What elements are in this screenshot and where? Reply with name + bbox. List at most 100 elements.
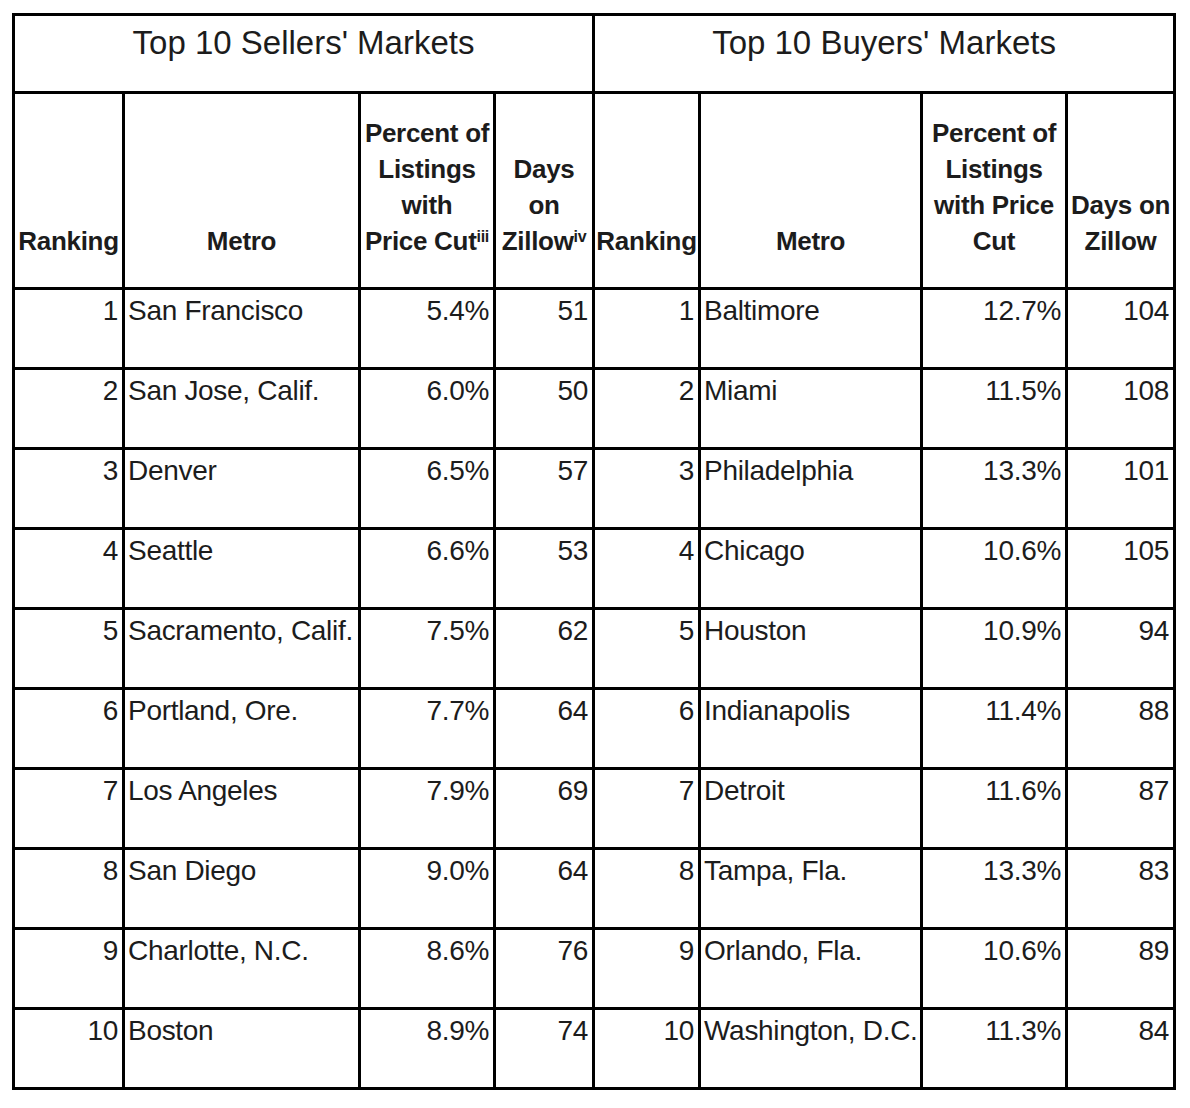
sellers-metro: Boston: [124, 1009, 360, 1089]
buyers-metro: Miami: [700, 369, 922, 449]
buyers-metro: Indianapolis: [700, 689, 922, 769]
sellers-days: 64: [495, 849, 594, 929]
sellers-rank: 5: [14, 609, 124, 689]
table-row: 2 San Jose, Calif. 6.0% 50 2 Miami 11.5%…: [14, 369, 1175, 449]
footnote-ref-iv: iv: [574, 228, 587, 245]
buyers-days: 104: [1067, 289, 1175, 369]
table-row: 5 Sacramento, Calif. 7.5% 62 5 Houston 1…: [14, 609, 1175, 689]
sellers-rank: 7: [14, 769, 124, 849]
header-label: Days on Zillow: [502, 154, 575, 256]
sellers-metro: Charlotte, N.C.: [124, 929, 360, 1009]
sellers-days: 64: [495, 689, 594, 769]
sellers-table-title: Top 10 Sellers' Markets: [14, 15, 594, 93]
sellers-percent: 7.9%: [360, 769, 495, 849]
sellers-metro: San Francisco: [124, 289, 360, 369]
table-row: 7 Los Angeles 7.9% 69 7 Detroit 11.6% 87: [14, 769, 1175, 849]
sellers-percent: 7.7%: [360, 689, 495, 769]
buyers-percent: 11.3%: [922, 1009, 1067, 1089]
table-title-row: Top 10 Sellers' Markets Top 10 Buyers' M…: [14, 15, 1175, 93]
buyers-percent: 13.3%: [922, 849, 1067, 929]
sellers-metro: Denver: [124, 449, 360, 529]
buyers-header-days-on-zillow: Days on Zillow: [1067, 93, 1175, 289]
buyers-days: 83: [1067, 849, 1175, 929]
sellers-days: 74: [495, 1009, 594, 1089]
sellers-days: 57: [495, 449, 594, 529]
sellers-percent: 5.4%: [360, 289, 495, 369]
buyers-days: 89: [1067, 929, 1175, 1009]
sellers-days: 51: [495, 289, 594, 369]
sellers-header-metro: Metro: [124, 93, 360, 289]
sellers-rank: 3: [14, 449, 124, 529]
buyers-metro: Detroit: [700, 769, 922, 849]
buyers-metro: Houston: [700, 609, 922, 689]
table-row: 1 San Francisco 5.4% 51 1 Baltimore 12.7…: [14, 289, 1175, 369]
header-label: Percent of Listings with Price Cut: [932, 118, 1056, 256]
sellers-rank: 1: [14, 289, 124, 369]
buyers-metro: Baltimore: [700, 289, 922, 369]
column-header-row: Ranking Metro Percent of Listings with P…: [14, 93, 1175, 289]
sellers-percent: 6.0%: [360, 369, 495, 449]
sellers-header-ranking: Ranking: [14, 93, 124, 289]
buyers-rank: 10: [594, 1009, 700, 1089]
buyers-percent: 10.6%: [922, 529, 1067, 609]
buyers-metro: Philadelphia: [700, 449, 922, 529]
sellers-percent: 9.0%: [360, 849, 495, 929]
sellers-header-percent-price-cut: Percent of Listings with Price Cutiii: [360, 93, 495, 289]
sellers-days: 69: [495, 769, 594, 849]
sellers-days: 62: [495, 609, 594, 689]
sellers-metro: Sacramento, Calif.: [124, 609, 360, 689]
buyers-rank: 2: [594, 369, 700, 449]
sellers-header-days-on-zillow: Days on Zillowiv: [495, 93, 594, 289]
buyers-metro: Tampa, Fla.: [700, 849, 922, 929]
buyers-days: 94: [1067, 609, 1175, 689]
buyers-percent: 12.7%: [922, 289, 1067, 369]
buyers-rank: 3: [594, 449, 700, 529]
buyers-days: 105: [1067, 529, 1175, 609]
sellers-rank: 8: [14, 849, 124, 929]
buyers-metro: Washington, D.C.: [700, 1009, 922, 1089]
table-row: 4 Seattle 6.6% 53 4 Chicago 10.6% 105: [14, 529, 1175, 609]
buyers-rank: 5: [594, 609, 700, 689]
markets-table: Top 10 Sellers' Markets Top 10 Buyers' M…: [12, 13, 1176, 1090]
buyers-rank: 9: [594, 929, 700, 1009]
buyers-rank: 6: [594, 689, 700, 769]
table-row: 9 Charlotte, N.C. 8.6% 76 9 Orlando, Fla…: [14, 929, 1175, 1009]
buyers-rank: 8: [594, 849, 700, 929]
buyers-days: 87: [1067, 769, 1175, 849]
buyers-percent: 11.4%: [922, 689, 1067, 769]
table-row: 3 Denver 6.5% 57 3 Philadelphia 13.3% 10…: [14, 449, 1175, 529]
table-row: 6 Portland, Ore. 7.7% 64 6 Indianapolis …: [14, 689, 1175, 769]
sellers-percent: 8.9%: [360, 1009, 495, 1089]
sellers-rank: 2: [14, 369, 124, 449]
sellers-rank: 9: [14, 929, 124, 1009]
buyers-header-ranking: Ranking: [594, 93, 700, 289]
sellers-metro: San Jose, Calif.: [124, 369, 360, 449]
buyers-percent: 10.6%: [922, 929, 1067, 1009]
buyers-percent: 10.9%: [922, 609, 1067, 689]
buyers-percent: 11.5%: [922, 369, 1067, 449]
sellers-percent: 7.5%: [360, 609, 495, 689]
table-row: 8 San Diego 9.0% 64 8 Tampa, Fla. 13.3% …: [14, 849, 1175, 929]
buyers-percent: 11.6%: [922, 769, 1067, 849]
buyers-days: 108: [1067, 369, 1175, 449]
buyers-header-percent-price-cut: Percent of Listings with Price Cut: [922, 93, 1067, 289]
sellers-metro: Seattle: [124, 529, 360, 609]
sellers-days: 53: [495, 529, 594, 609]
buyers-metro: Orlando, Fla.: [700, 929, 922, 1009]
sellers-days: 76: [495, 929, 594, 1009]
sellers-days: 50: [495, 369, 594, 449]
table-row: 10 Boston 8.9% 74 10 Washington, D.C. 11…: [14, 1009, 1175, 1089]
buyers-rank: 1: [594, 289, 700, 369]
buyers-header-metro: Metro: [700, 93, 922, 289]
report-page: Top 10 Sellers' Markets Top 10 Buyers' M…: [0, 0, 1190, 1108]
header-label: Percent of Listings with Price Cut: [365, 118, 489, 256]
sellers-rank: 10: [14, 1009, 124, 1089]
sellers-percent: 6.5%: [360, 449, 495, 529]
buyers-percent: 13.3%: [922, 449, 1067, 529]
footnote-ref-iii: iii: [477, 228, 489, 245]
sellers-metro: Portland, Ore.: [124, 689, 360, 769]
buyers-rank: 4: [594, 529, 700, 609]
buyers-metro: Chicago: [700, 529, 922, 609]
sellers-metro: Los Angeles: [124, 769, 360, 849]
buyers-days: 101: [1067, 449, 1175, 529]
